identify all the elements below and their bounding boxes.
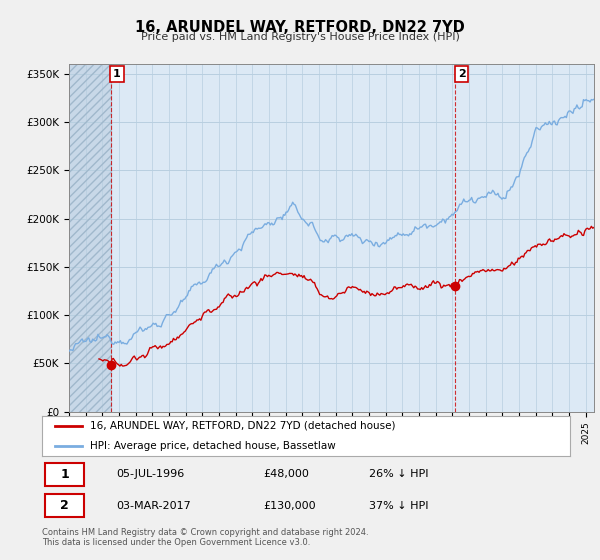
Text: 1: 1 xyxy=(113,69,121,79)
Text: 05-JUL-1996: 05-JUL-1996 xyxy=(116,469,184,479)
Text: Contains HM Land Registry data © Crown copyright and database right 2024.
This d: Contains HM Land Registry data © Crown c… xyxy=(42,528,368,547)
Text: 16, ARUNDEL WAY, RETFORD, DN22 7YD: 16, ARUNDEL WAY, RETFORD, DN22 7YD xyxy=(135,20,465,35)
Text: 1: 1 xyxy=(61,468,69,481)
FancyBboxPatch shape xyxy=(44,494,84,517)
Text: £48,000: £48,000 xyxy=(264,469,310,479)
Text: 2: 2 xyxy=(458,69,466,79)
Text: 37% ↓ HPI: 37% ↓ HPI xyxy=(370,501,429,511)
Text: £130,000: £130,000 xyxy=(264,501,316,511)
Text: HPI: Average price, detached house, Bassetlaw: HPI: Average price, detached house, Bass… xyxy=(89,441,335,451)
Text: 16, ARUNDEL WAY, RETFORD, DN22 7YD (detached house): 16, ARUNDEL WAY, RETFORD, DN22 7YD (deta… xyxy=(89,421,395,431)
Text: 03-MAR-2017: 03-MAR-2017 xyxy=(116,501,191,511)
Bar xyxy=(69,64,110,412)
FancyBboxPatch shape xyxy=(44,463,84,486)
Text: 2: 2 xyxy=(61,499,69,512)
Text: 26% ↓ HPI: 26% ↓ HPI xyxy=(370,469,429,479)
Bar xyxy=(69,64,110,412)
Text: Price paid vs. HM Land Registry's House Price Index (HPI): Price paid vs. HM Land Registry's House … xyxy=(140,32,460,43)
